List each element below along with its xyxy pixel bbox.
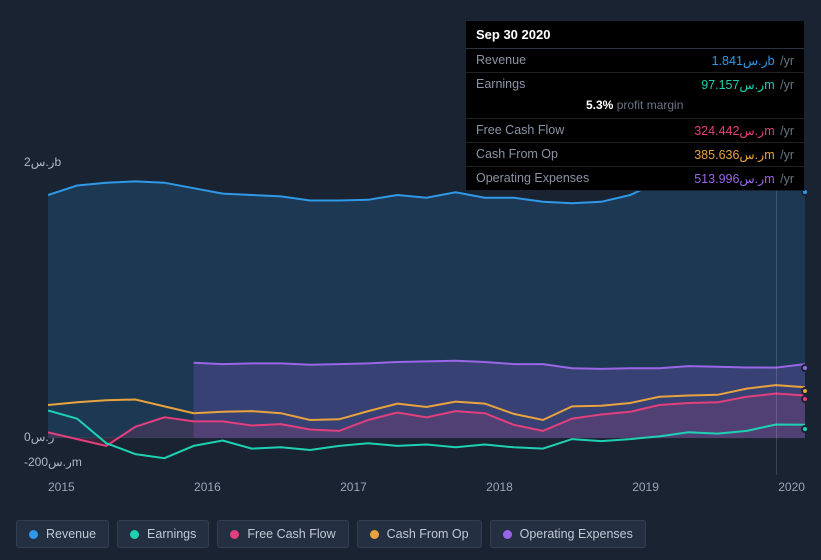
tooltip-profit-margin: 5.3% profit margin	[466, 96, 804, 119]
tooltip-row-value: 97.157ر.سm /yr	[701, 77, 794, 92]
tooltip-row-label: Revenue	[476, 53, 526, 68]
chart-tooltip: Sep 30 2020 Revenue 1.841ر.سb /yr Earnings…	[465, 20, 805, 191]
tooltip-row-label: Cash From Op	[476, 147, 558, 162]
legend-cfo[interactable]: Cash From Op	[357, 520, 482, 548]
chart-area: 2ر.سb 0ر.س -200ر.سm	[16, 155, 805, 475]
x-axis: 2015 2016 2017 2018 2019 2020	[48, 480, 805, 494]
tooltip-row: Free Cash Flow 324.442ر.سm /yr	[466, 119, 804, 143]
legend-dot-icon	[230, 530, 239, 539]
hover-line	[776, 175, 777, 475]
legend-dot-icon	[370, 530, 379, 539]
tooltip-row-value: 513.996ر.سm /yr	[694, 171, 794, 186]
tooltip-rows-top: Revenue 1.841ر.سb /yr Earnings 97.157ر.سm /…	[466, 49, 804, 96]
tooltip-row: Operating Expenses 513.996ر.سm /yr	[466, 167, 804, 190]
x-tick: 2019	[632, 480, 659, 494]
legend-earnings[interactable]: Earnings	[117, 520, 209, 548]
legend-label: Revenue	[46, 527, 96, 541]
tooltip-row-value: 1.841ر.سb /yr	[712, 53, 794, 68]
chart-svg	[48, 165, 805, 465]
series-end-dot	[801, 387, 809, 395]
tooltip-date: Sep 30 2020	[466, 21, 804, 49]
tooltip-row-label: Earnings	[476, 77, 525, 92]
legend-dot-icon	[29, 530, 38, 539]
legend-dot-icon	[130, 530, 139, 539]
legend-revenue[interactable]: Revenue	[16, 520, 109, 548]
tooltip-rows-bottom: Free Cash Flow 324.442ر.سm /yr Cash From O…	[466, 119, 804, 190]
tooltip-row-value: 324.442ر.سm /yr	[694, 123, 794, 138]
legend-label: Cash From Op	[387, 527, 469, 541]
x-tick: 2018	[486, 480, 513, 494]
x-tick: 2020	[778, 480, 805, 494]
legend-label: Operating Expenses	[520, 527, 633, 541]
legend-label: Earnings	[147, 527, 196, 541]
tooltip-row: Cash From Op 385.636ر.سm /yr	[466, 143, 804, 167]
plot-surface[interactable]	[48, 165, 805, 465]
legend-label: Free Cash Flow	[247, 527, 335, 541]
tooltip-row-value: 385.636ر.سm /yr	[694, 147, 794, 162]
x-tick: 2015	[48, 480, 75, 494]
x-tick: 2016	[194, 480, 221, 494]
legend-opex[interactable]: Operating Expenses	[490, 520, 646, 548]
legend-fcf[interactable]: Free Cash Flow	[217, 520, 348, 548]
tooltip-row: Earnings 97.157ر.سm /yr	[466, 73, 804, 96]
x-tick: 2017	[340, 480, 367, 494]
series-end-dot	[801, 364, 809, 372]
series-end-dot	[801, 395, 809, 403]
tooltip-row: Revenue 1.841ر.سb /yr	[466, 49, 804, 73]
legend-dot-icon	[503, 530, 512, 539]
series-end-dot	[801, 425, 809, 433]
tooltip-row-label: Operating Expenses	[476, 171, 589, 186]
tooltip-row-label: Free Cash Flow	[476, 123, 564, 138]
legend: Revenue Earnings Free Cash Flow Cash From O…	[16, 520, 646, 548]
